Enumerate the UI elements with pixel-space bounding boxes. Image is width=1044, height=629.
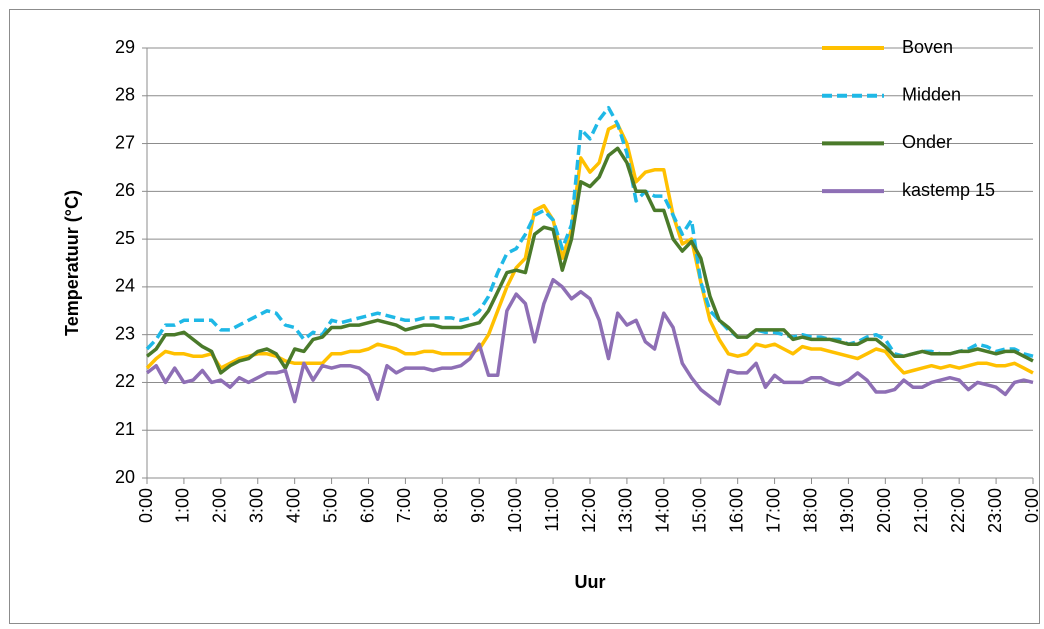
x-tick-label: 0:00 (1022, 488, 1042, 523)
x-tick-label: 5:00 (320, 488, 340, 523)
chart-frame (9, 9, 1040, 624)
x-tick-label: 16:00 (726, 488, 746, 533)
x-tick-label: 21:00 (911, 488, 931, 533)
y-tick-label: 24 (115, 276, 135, 296)
y-tick-label: 23 (115, 323, 135, 343)
x-tick-label: 0:00 (136, 488, 156, 523)
x-tick-label: 1:00 (173, 488, 193, 523)
y-tick-label: 26 (115, 180, 135, 200)
series-line (145, 105, 1034, 358)
x-tick-label: 15:00 (690, 488, 710, 533)
x-tick-label: 19:00 (837, 488, 857, 533)
y-tick-label: 21 (115, 419, 135, 439)
x-tick-label: 12:00 (579, 488, 599, 533)
x-tick-label: 3:00 (247, 488, 267, 523)
y-axis-title: Temperatuur (°C) (62, 190, 82, 336)
x-tick-label: 11:00 (542, 488, 562, 532)
legend-label: Midden (902, 84, 961, 104)
x-tick-label: 13:00 (616, 488, 636, 533)
y-tick-label: 25 (115, 228, 135, 248)
legend-label: Onder (902, 132, 952, 152)
x-tick-label: 17:00 (763, 488, 783, 533)
y-tick-label: 27 (115, 132, 135, 152)
legend-label: Boven (902, 37, 953, 57)
x-tick-label: 22:00 (948, 488, 968, 533)
x-tick-label: 10:00 (505, 488, 525, 533)
x-tick-label: 9:00 (468, 488, 488, 523)
x-tick-label: 14:00 (653, 488, 673, 533)
x-tick-label: 6:00 (357, 488, 377, 523)
y-tick-label: 22 (115, 371, 135, 391)
x-tick-label: 8:00 (431, 488, 451, 523)
legend-label: kastemp 15 (902, 180, 995, 200)
y-tick-label: 28 (115, 85, 135, 105)
x-tick-label: 4:00 (283, 488, 303, 523)
x-tick-label: 20:00 (874, 488, 894, 533)
y-tick-label: 20 (115, 467, 135, 487)
x-tick-label: 18:00 (800, 488, 820, 533)
x-tick-label: 7:00 (394, 488, 414, 523)
x-axis-title: Uur (575, 572, 606, 592)
y-tick-label: 29 (115, 37, 135, 57)
x-tick-label: 23:00 (985, 488, 1005, 533)
series-line (145, 277, 1034, 406)
series-line (145, 122, 1034, 375)
series-line (145, 146, 1034, 375)
x-tick-label: 2:00 (210, 488, 230, 523)
